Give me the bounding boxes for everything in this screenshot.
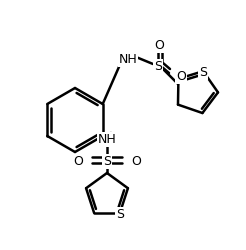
Text: S: S <box>154 60 162 73</box>
Text: S: S <box>103 155 111 168</box>
Text: NH: NH <box>98 133 116 146</box>
Text: S: S <box>116 208 124 221</box>
Text: O: O <box>176 70 186 83</box>
Text: O: O <box>131 155 141 168</box>
Text: O: O <box>73 155 83 168</box>
Text: S: S <box>199 66 207 79</box>
Text: NH: NH <box>119 53 137 66</box>
Text: O: O <box>154 39 164 52</box>
